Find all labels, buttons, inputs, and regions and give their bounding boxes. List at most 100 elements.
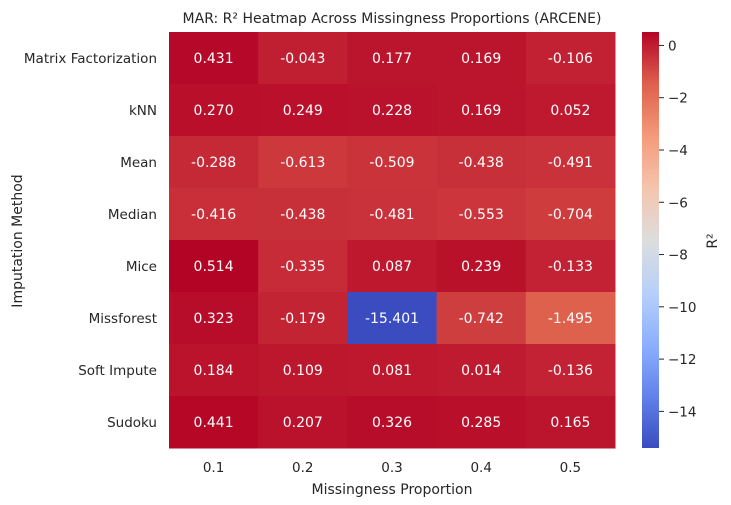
- heatmap-cell: [169, 32, 259, 85]
- heatmap-cell: [525, 396, 616, 449]
- cell-value-label: 0.228: [372, 103, 412, 119]
- heatmap-cell: [169, 292, 259, 345]
- x-tick-label: 0.3: [381, 460, 402, 476]
- heatmap-cell: [525, 136, 616, 189]
- heatmap-cell: [258, 136, 348, 189]
- cell-value-label: 0.109: [283, 363, 323, 379]
- heatmap-cell: [347, 292, 438, 345]
- cell-value-label: 0.184: [194, 363, 234, 379]
- cell-value-label: 0.323: [194, 311, 234, 327]
- cell-value-label: -0.416: [191, 207, 236, 223]
- colorbar-ticks: 0 −2 −4 −6 −8 −10 −12 −14: [659, 38, 697, 420]
- cell-value-label: -0.288: [191, 155, 236, 171]
- heatmap-cell: [436, 292, 527, 345]
- x-tick-label: 0.4: [470, 460, 491, 476]
- y-tick-label: Mice: [126, 259, 157, 275]
- cell-value-label: -0.481: [369, 207, 414, 223]
- cell-value-label: -0.742: [459, 311, 504, 327]
- colorbar-tick-label: −8: [668, 248, 688, 264]
- heatmap-cell: [525, 84, 616, 137]
- cell-value-label: 0.285: [461, 415, 501, 431]
- colorbar-tick-label: −12: [668, 352, 697, 368]
- y-tick-label: Missforest: [89, 311, 157, 327]
- heatmap-cell: [436, 344, 527, 397]
- cell-value-label: 0.052: [550, 103, 590, 119]
- heatmap-cell: [258, 344, 348, 397]
- colorbar-label: R²: [705, 233, 721, 248]
- y-tick-label: Sudoku: [107, 415, 157, 431]
- colorbar-tick-label: −2: [668, 91, 688, 107]
- cell-value-label: 0.239: [461, 259, 501, 275]
- cell-value-label: -0.553: [459, 207, 504, 223]
- cell-value-label: 0.514: [194, 259, 234, 275]
- colorbar-tick-label: −14: [668, 404, 697, 420]
- cell-value-label: -15.401: [365, 311, 419, 327]
- cell-value-label: -0.136: [548, 363, 593, 379]
- x-tick-label: 0.2: [292, 460, 313, 476]
- cell-value-label: -1.495: [548, 311, 593, 327]
- cell-value-label: -0.613: [280, 155, 325, 171]
- heatmap-cell: [169, 344, 259, 397]
- colorbar-tick-label: −10: [668, 300, 697, 316]
- heatmap-cell: [436, 396, 527, 449]
- heatmap-cell: [436, 188, 527, 241]
- cell-value-label: -0.491: [548, 155, 593, 171]
- y-tick-label: Matrix Factorization: [24, 51, 157, 67]
- heatmap-cell: [258, 240, 348, 293]
- heatmap-cell: [436, 32, 527, 85]
- heatmap-cell: [436, 84, 527, 137]
- heatmap-cell: [347, 84, 438, 137]
- cell-value-label: -0.335: [280, 259, 325, 275]
- cell-value-label: -0.438: [280, 207, 325, 223]
- heatmap-cell: [525, 188, 616, 241]
- colorbar-tick-label: 0: [668, 38, 677, 54]
- heatmap-cell: [347, 188, 438, 241]
- heatmap-cell: [436, 136, 527, 189]
- y-tick-label: Soft Impute: [78, 363, 157, 379]
- cell-value-label: 0.207: [283, 415, 323, 431]
- cell-value-label: 0.087: [372, 259, 412, 275]
- cell-value-label: -0.704: [548, 207, 593, 223]
- cell-value-label: 0.169: [461, 51, 501, 67]
- heatmap-cell: [258, 396, 348, 449]
- y-tick-labels: Matrix Factorization kNN Mean Median Mice Mis…: [24, 51, 157, 431]
- x-tick-label: 0.1: [203, 460, 224, 476]
- heatmap-cell: [525, 32, 616, 85]
- heatmap-cell: [258, 32, 348, 85]
- colorbar-tick-label: −6: [668, 195, 688, 211]
- heatmap-cell: [169, 188, 259, 241]
- heatmap-cell: [258, 188, 348, 241]
- cell-value-label: -0.438: [459, 155, 504, 171]
- heatmap-cell: [525, 344, 616, 397]
- cell-value-label: 0.326: [372, 415, 412, 431]
- heatmap-cell: [347, 32, 438, 85]
- colorbar-tick-label: −4: [668, 143, 688, 159]
- cell-value-label: 0.270: [194, 103, 234, 119]
- x-axis-label: Missingness Proportion: [312, 482, 473, 498]
- x-tick-label: 0.5: [560, 460, 581, 476]
- cell-value-label: -0.179: [280, 311, 325, 327]
- cell-value-label: -0.509: [369, 155, 414, 171]
- cell-value-label: 0.169: [461, 103, 501, 119]
- cell-value-label: -0.043: [280, 51, 325, 67]
- cell-value-label: 0.431: [194, 51, 234, 67]
- heatmap-cell: [347, 136, 438, 189]
- x-tick-labels: 0.1 0.2 0.3 0.4 0.5: [203, 460, 581, 476]
- heatmap-cell: [525, 292, 616, 345]
- heatmap-cell: [347, 344, 438, 397]
- heatmap-cell: [169, 240, 259, 293]
- cell-value-label: 0.441: [194, 415, 234, 431]
- heatmap-cell: [436, 240, 527, 293]
- heatmap-cell: [258, 292, 348, 345]
- chart-title: MAR: R² Heatmap Across Missingness Propo…: [183, 11, 602, 27]
- cell-value-label: -0.106: [548, 51, 593, 67]
- y-axis-label: Imputation Method: [10, 174, 26, 307]
- cell-value-label: -0.133: [548, 259, 593, 275]
- y-tick-label: kNN: [129, 103, 157, 119]
- heatmap-cells: 0.431 -0.043 0.177 0.169 -0.106 0.270 0.249 0.2…: [169, 32, 616, 449]
- y-tick-label: Mean: [120, 155, 157, 171]
- heatmap-cell: [169, 84, 259, 137]
- cell-value-label: 0.249: [283, 103, 323, 119]
- cell-value-label: 0.081: [372, 363, 412, 379]
